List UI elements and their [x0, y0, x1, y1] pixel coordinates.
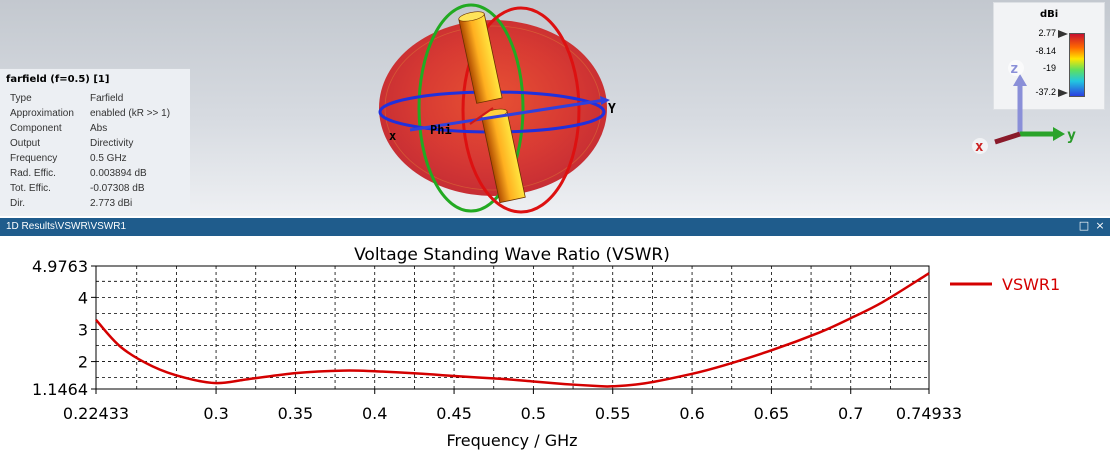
x-tick-label: 0.7 [838, 404, 863, 423]
x-tick-label: 0.65 [754, 404, 790, 423]
dipole-antenna [458, 11, 526, 204]
x-tick-label: 0.4 [362, 404, 387, 423]
scene-x-label: x [389, 129, 396, 143]
x-tick-label: 0.6 [679, 404, 704, 423]
y-tick-label: 3 [78, 320, 88, 339]
theta-circle-green [417, 3, 525, 213]
result-window-title: 1D Results\VSWR\VSWR1 [6, 221, 127, 232]
vswr-plot-area[interactable]: 1.1464 2 3 4 4.9763 0.22433 0.3 0.35 0.4 0.45 0.5… [0, 236, 1110, 452]
info-row: Output Directivity [10, 138, 134, 149]
legend-label-vswr1: VSWR1 [1002, 275, 1060, 294]
x-tick-label: 0.55 [595, 404, 631, 423]
x-tick-label: 0.45 [436, 404, 472, 423]
x-tick-label: 0.5 [521, 404, 546, 423]
close-icon[interactable]: × [1095, 219, 1105, 232]
color-scale-tick: -37.2 [1035, 87, 1056, 97]
info-row: Dir. 2.773 dBi [10, 198, 133, 209]
x-tick-label: 0.35 [278, 404, 314, 423]
farfield-3d-view[interactable]: Y x Phi farfield (f=0.5) [1] Type Farfiel… [0, 0, 1110, 216]
color-scale-tick: 2.77 [1038, 28, 1056, 38]
x-axis-label: Frequency / GHz [446, 431, 577, 450]
farfield-info-panel: farfield (f=0.5) [1] Type Farfield Approx… [0, 68, 190, 213]
restore-icon[interactable]: □ [1078, 219, 1090, 232]
triad-y-label: y [1067, 126, 1076, 144]
vswr1-curve [95, 272, 930, 388]
scene-phi-label: Phi [430, 123, 452, 137]
triad-z-label: z [1010, 61, 1018, 77]
y-tick-label: 4 [78, 288, 88, 307]
info-row: Tot. Effic. -0.07308 dB [10, 183, 145, 194]
y-axis-ticks: 1.1464 2 3 4 4.9763 [32, 257, 96, 399]
color-scale-tick: -8.14 [1035, 46, 1056, 56]
info-row: Frequency 0.5 GHz [10, 153, 127, 164]
color-scale-min-arrow-icon [1058, 89, 1068, 97]
chart-grid [96, 266, 929, 389]
color-scale-unit: dBi [1040, 9, 1059, 20]
info-row: Component Abs [10, 123, 108, 134]
y-tick-label: 2 [78, 353, 88, 372]
x-axis-ticks: 0.22433 0.3 0.35 0.4 0.45 0.5 0.55 0.6 0.65 0.7 0.… [63, 389, 962, 423]
farfield-info-title: farfield (f=0.5) [1] [6, 74, 110, 85]
color-scale-bar [1069, 33, 1085, 97]
x-tick-label: 0.22433 [63, 404, 129, 423]
x-tick-label: 0.3 [203, 404, 228, 423]
color-scale-legend: dBi 2.77 -8.14 -19 -37.2 [993, 2, 1105, 110]
y-tick-label: 4.9763 [32, 257, 88, 276]
triad-x-label: x [975, 139, 984, 155]
vswr-chart: 1.1464 2 3 4 4.9763 0.22433 0.3 0.35 0.4 0.45 0.5… [32, 245, 1060, 450]
farfield-scene: Y x Phi [378, 3, 616, 214]
result-window-titlebar[interactable]: 1D Results\VSWR\VSWR1 □ × [0, 218, 1110, 236]
info-row: Type Farfield [10, 93, 124, 104]
color-scale-max-arrow-icon [1058, 30, 1068, 38]
info-row: Rad. Effic. 0.003894 dB [10, 168, 147, 179]
y-tick-label: 1.1464 [32, 380, 88, 399]
plot-frame [95, 265, 930, 390]
info-row: Approximation enabled (kR >> 1) [10, 108, 171, 119]
x-tick-label: 0.74933 [896, 404, 962, 423]
scene-y-label: Y [608, 102, 616, 117]
color-scale-tick: -19 [1042, 63, 1056, 73]
axis-triad: x y z [972, 60, 1076, 155]
chart-title: Voltage Standing Wave Ratio (VSWR) [354, 245, 670, 265]
theta-circle-red [461, 6, 581, 214]
